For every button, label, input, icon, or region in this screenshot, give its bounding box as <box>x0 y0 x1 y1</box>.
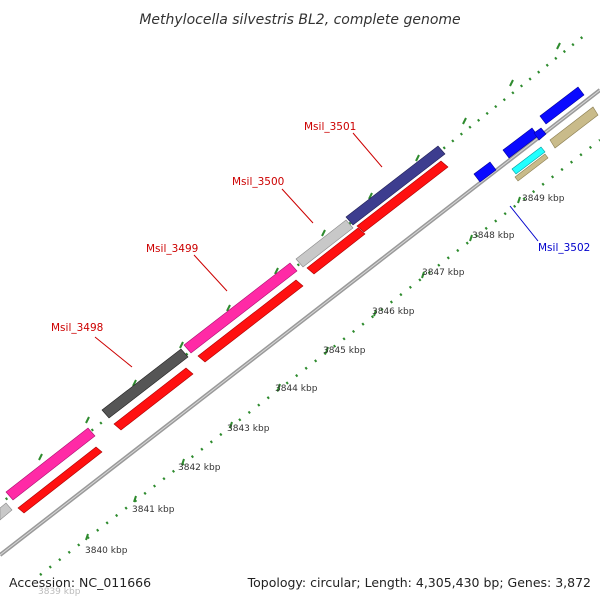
gene-feature-red[interactable] <box>197 279 304 363</box>
tick-label: 3845 kbp <box>323 346 366 356</box>
gene-label[interactable]: Msil_3498 <box>51 322 103 334</box>
gene-feature-blue[interactable] <box>473 161 497 183</box>
map-title: Methylocella silvestris BL2, complete ge… <box>139 12 460 28</box>
outer-tick-rail <box>0 34 586 506</box>
gene-feature-blue[interactable] <box>539 86 585 125</box>
gene-feature-red[interactable] <box>113 367 194 431</box>
gene-features[interactable] <box>0 86 599 521</box>
tick-label: 3846 kbp <box>372 307 415 317</box>
genome-backbone-highlight <box>0 89 600 556</box>
gene-label-leader <box>509 205 539 242</box>
inner-major-ticks <box>85 196 521 541</box>
tick-label: 3841 kbp <box>132 505 175 515</box>
genome-summary-text: Topology: circular; Length: 4,305,430 bp… <box>247 575 591 590</box>
tick-label: 3849 kbp <box>522 194 565 204</box>
gene-feature-darkgray[interactable] <box>101 348 189 419</box>
gene-feature-pink[interactable] <box>5 427 96 501</box>
tick-label: 3842 kbp <box>178 463 221 473</box>
gene-label-leader <box>94 336 133 368</box>
tick-label: 3848 kbp <box>472 231 515 241</box>
tick-label: 3844 kbp <box>275 384 318 394</box>
map-layer[interactable]: 3839 kbp 3840 kbp 3841 kbp 3842 kbp 3843… <box>0 34 600 597</box>
tick-label: 3843 kbp <box>227 424 270 434</box>
tick-label: 3840 kbp <box>85 546 128 556</box>
gene-label[interactable]: Msil_3502 <box>538 242 590 254</box>
gene-label[interactable]: Msil_3499 <box>146 243 198 255</box>
gene-label-leader <box>352 132 383 168</box>
gene-label[interactable]: Msil_3500 <box>232 176 284 188</box>
gene-feature-red[interactable] <box>356 160 449 233</box>
gene-label-leader <box>281 188 314 224</box>
gene-feature-blue[interactable] <box>533 127 547 141</box>
inner-tick-rail <box>39 139 600 576</box>
gene-feature-lightgray[interactable] <box>295 219 354 268</box>
gene-feature-red[interactable] <box>306 227 366 275</box>
gene-feature-gray-partial[interactable] <box>0 502 13 521</box>
gene-feature-khaki[interactable] <box>514 153 549 182</box>
gene-feature-darkblue[interactable] <box>345 145 446 226</box>
tick-label: 3839 kbp <box>38 587 81 597</box>
gene-label-group[interactable]: Msil_3498 Msil_3499 Msil_3500 Msil_3501 … <box>51 121 590 368</box>
gene-label-leader <box>193 254 228 292</box>
tick-label: 3847 kbp <box>422 268 465 278</box>
tick-labels: 3839 kbp 3840 kbp 3841 kbp 3842 kbp 3843… <box>38 194 565 597</box>
gene-feature-khaki[interactable] <box>549 106 599 149</box>
accession-text: Accession: NC_011666 <box>9 575 151 590</box>
gene-feature-red[interactable] <box>17 446 103 514</box>
gene-feature-cyan[interactable] <box>511 146 546 175</box>
gene-feature-pink[interactable] <box>183 262 298 354</box>
gene-label[interactable]: Msil_3501 <box>304 121 356 133</box>
outer-major-ticks <box>38 42 561 461</box>
